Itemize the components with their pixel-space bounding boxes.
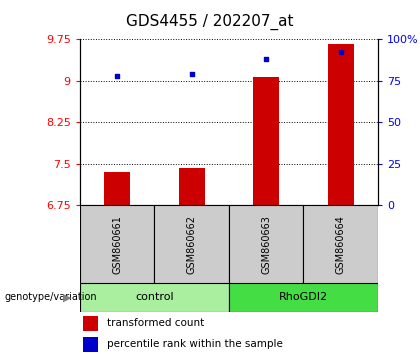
Text: percentile rank within the sample: percentile rank within the sample bbox=[107, 339, 283, 349]
Text: GSM860662: GSM860662 bbox=[186, 215, 197, 274]
Bar bbox=[80, 205, 155, 283]
Point bbox=[188, 71, 195, 77]
Text: GSM860661: GSM860661 bbox=[112, 215, 122, 274]
Point bbox=[337, 50, 344, 55]
Bar bbox=[328, 45, 354, 205]
Text: RhoGDI2: RhoGDI2 bbox=[279, 292, 328, 302]
Text: GSM860664: GSM860664 bbox=[336, 215, 346, 274]
Text: GSM860663: GSM860663 bbox=[261, 215, 271, 274]
Bar bbox=[83, 337, 98, 352]
Text: control: control bbox=[135, 292, 173, 302]
Bar bbox=[304, 205, 378, 283]
Text: transformed count: transformed count bbox=[107, 318, 204, 328]
Bar bbox=[178, 168, 205, 205]
Point bbox=[114, 73, 121, 78]
Bar bbox=[253, 77, 279, 205]
Point bbox=[263, 56, 270, 62]
Bar bbox=[155, 205, 229, 283]
Text: ▶: ▶ bbox=[63, 292, 71, 302]
Bar bbox=[229, 205, 304, 283]
Bar bbox=[229, 283, 378, 312]
Bar bbox=[80, 283, 229, 312]
Bar bbox=[83, 316, 98, 331]
Text: GDS4455 / 202207_at: GDS4455 / 202207_at bbox=[126, 14, 294, 30]
Text: genotype/variation: genotype/variation bbox=[4, 292, 97, 302]
Bar bbox=[104, 172, 130, 205]
